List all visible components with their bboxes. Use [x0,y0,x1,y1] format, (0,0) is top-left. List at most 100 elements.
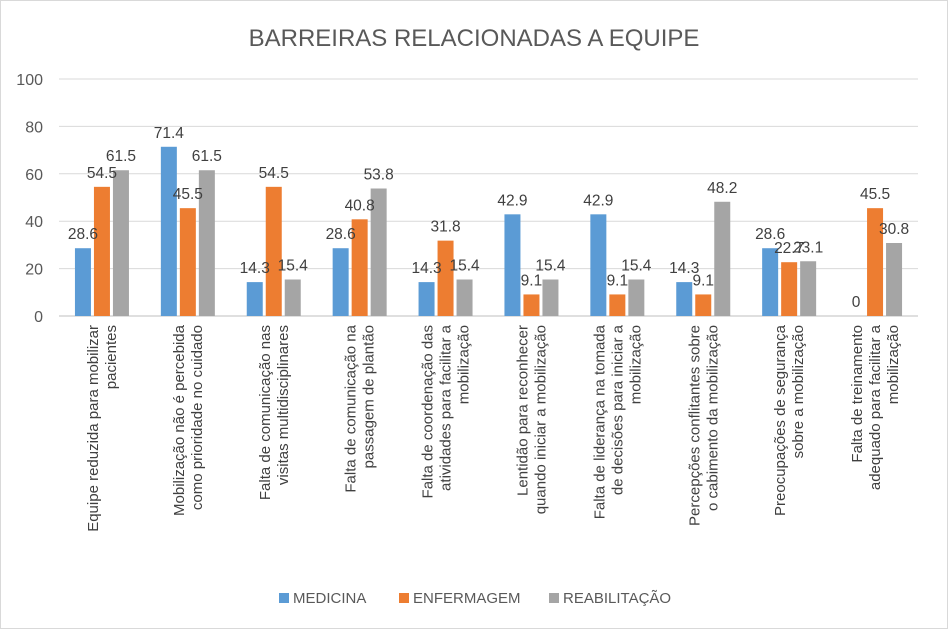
bar-medicina [504,214,521,316]
y-axis-ticks: 0 20 40 60 80 100 [16,72,43,326]
bar-reabilitação [370,188,387,316]
category-label-line: quando iniciar a mobilização [532,325,549,514]
bar-enfermagem [265,186,282,316]
category-label-line: passagem de plantão [361,325,378,468]
category-label-line: como prioridade no cuidado [189,325,206,510]
category-label: Falta de liderança na tomada de decisões … [591,324,644,519]
category-labels: Equipe reduzida para mobilizar pacientes M… [85,324,902,531]
chart-title: BARREIRAS RELACIONADAS A EQUIPE [249,25,700,52]
category-label-line: Falta de liderança na tomada [591,324,608,519]
bar-medicina [676,282,693,316]
legend-swatch-reabilitação [549,593,559,603]
legend-swatch-medicina [279,593,289,603]
data-label: 14.3 [669,260,699,277]
bar-reabilitação [112,170,129,316]
data-label: 15.4 [449,258,480,275]
bar-enfermagem [437,240,454,316]
category-label: Falta de coordenação das atividades para … [420,324,473,498]
y-tick-label: 60 [25,167,43,184]
category-label-line: mobilização [627,325,644,404]
data-label: 0 [852,294,861,311]
category-label-line: Percepções conflitantes sobre [686,325,703,526]
data-label: 22.7 [774,240,804,257]
data-label: 42.9 [583,192,613,209]
bar-reabilitação [800,261,817,316]
data-label: 53.8 [364,166,394,183]
data-label: 42.9 [497,192,527,209]
category-label-line: Falta de comunicação nas [257,325,274,500]
data-labels: 28.654.561.571.445.561.514.354.515.428.6… [68,125,909,311]
category-label: Falta de treinamento adequado para facili… [849,324,902,490]
bar-enfermagem [609,294,626,316]
y-tick-label: 80 [25,119,43,136]
bar-reabilitação [284,279,301,316]
data-label: 48.2 [707,180,737,197]
category-label: Lentidão para reconhecer quando iniciar a… [514,325,549,514]
y-tick-label: 100 [16,72,43,89]
bar-medicina [246,282,263,316]
data-label: 54.5 [87,165,117,182]
bar-enfermagem [867,208,884,316]
data-label: 15.4 [535,258,566,275]
category-label-line: Falta de treinamento [849,325,866,463]
y-tick-label: 20 [25,262,43,279]
data-label: 54.5 [259,165,289,182]
category-label-line: pacientes [103,325,120,389]
category-label-line: atividades para facilitar a [438,324,455,491]
data-label: 30.8 [879,221,909,238]
data-label: 61.5 [106,148,136,165]
bars [74,146,903,316]
category-label: Mobilização não é percebida como priorida… [171,324,206,516]
bar-medicina [160,146,177,316]
category-label-line: mobilização [456,325,473,404]
data-label: 14.3 [411,260,441,277]
bar-reabilitação [542,279,559,316]
category-label: Preocupações de segurança sobre a mobiliz… [772,324,807,516]
bar-enfermagem [93,186,110,316]
bar-reabilitação [198,170,215,316]
category-label-line: mobilização [885,325,902,404]
category-label: Equipe reduzida para mobilizar pacientes [85,325,120,532]
category-label-line: sobre a mobilização [790,325,807,458]
category-label-line: Falta de coordenação das [420,325,437,498]
bar-reabilitação [886,243,903,316]
data-label: 28.6 [68,226,98,243]
data-label: 61.5 [192,148,222,165]
bar-enfermagem [179,208,196,316]
y-tick-label: 0 [34,309,43,326]
data-label: 23.1 [793,239,823,256]
bar-medicina [332,248,349,316]
category-label-line: Equipe reduzida para mobilizar [85,325,102,532]
bar-reabilitação [714,201,731,316]
data-label: 9.1 [521,272,543,289]
data-label: 45.5 [860,186,890,203]
bar-enfermagem [523,294,540,316]
category-label-line: visitas multidisciplinares [275,325,292,485]
category-label-line: o cabimento da mobilização [704,325,721,511]
category-label: Falta de comunicação na passagem de plant… [343,324,378,492]
legend-label: REABILITAÇÃO [563,590,671,607]
category-label-line: Falta de comunicação na [343,324,360,492]
legend-label: MEDICINA [293,590,366,607]
bar-reabilitação [456,279,473,316]
bar-enfermagem [781,262,798,316]
category-label: Percepções conflitantes sobre o cabimento… [686,325,721,526]
data-label: 40.8 [345,197,375,214]
y-tick-label: 40 [25,214,43,231]
bar-medicina [74,248,91,316]
data-label: 15.4 [278,258,309,275]
bar-enfermagem [351,219,368,316]
bar-medicina [590,214,607,316]
category-label-line: Mobilização não é percebida [171,324,188,516]
data-label: 28.6 [326,226,356,243]
data-label: 9.1 [692,272,714,289]
bar-enfermagem [695,294,712,316]
category-label-line: adequado para facilitar a [867,324,884,490]
legend-swatch-enfermagem [399,593,409,603]
category-label: Falta de comunicação nas visitas multidis… [257,325,292,500]
legend-label: ENFERMAGEM [413,590,521,607]
category-label-line: Preocupações de segurança [772,324,789,516]
category-label-line: Lentidão para reconhecer [514,325,531,496]
